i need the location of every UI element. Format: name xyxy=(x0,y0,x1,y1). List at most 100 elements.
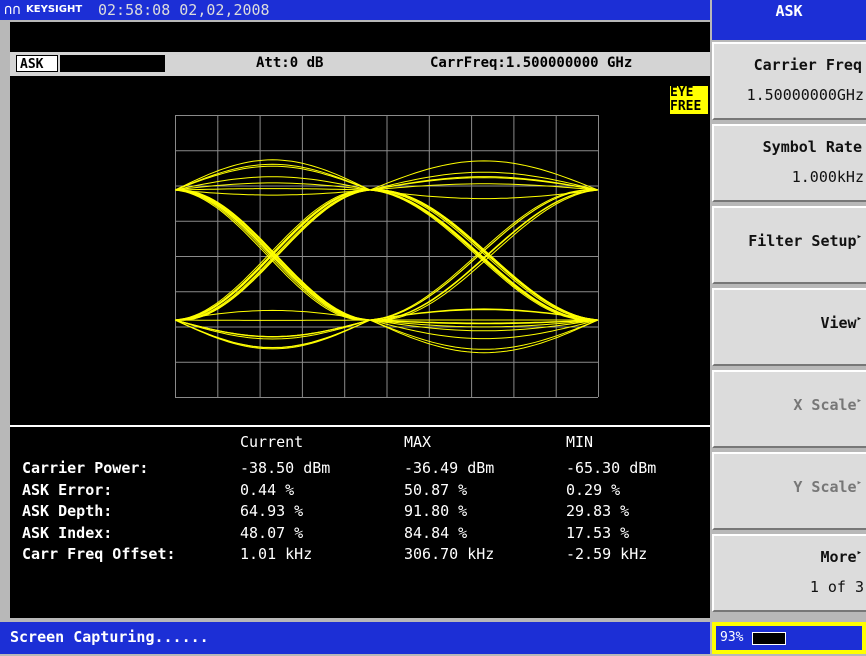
softkey[interactable]: Symbol Rate 1.000kHz xyxy=(712,124,866,202)
cell: -36.49 dBm xyxy=(404,459,495,477)
mode-blank xyxy=(60,55,165,72)
mode-box: ASK xyxy=(16,55,58,72)
eye-trace xyxy=(369,189,599,321)
eye-trace xyxy=(369,189,599,321)
eye-trace xyxy=(369,319,599,332)
softkey-label: X Scale▸ xyxy=(793,396,862,414)
eye-trace xyxy=(369,189,599,321)
softkey-text: More xyxy=(820,548,857,566)
eye-trace xyxy=(369,189,599,321)
eye-trace xyxy=(175,319,371,350)
eye-trace xyxy=(369,189,599,321)
brand: KEYSIGHT xyxy=(26,4,83,15)
submenu-arrow: ▸ xyxy=(856,396,862,406)
softkey-label: Y Scale▸ xyxy=(793,478,862,496)
softkey-label: More▸ xyxy=(820,548,862,566)
softkey-text: Carrier Freq xyxy=(753,56,862,74)
cell: 50.87 % xyxy=(404,480,468,499)
softkey-value: 1.000kHz xyxy=(791,168,864,186)
eye-trace xyxy=(369,319,599,328)
cell: -65.30 dBm xyxy=(566,459,657,477)
column-header: MIN xyxy=(566,433,594,451)
eye-trace xyxy=(369,189,599,321)
cell: 306.70 kHz xyxy=(404,545,495,563)
softkey[interactable]: Y Scale▸ xyxy=(712,452,866,530)
softkey-value: 1.50000000GHz xyxy=(746,86,864,104)
footer-message: Screen Capturing...... xyxy=(10,628,209,646)
eye-trace xyxy=(175,309,371,321)
softkey[interactable]: Filter Setup▸ xyxy=(712,206,866,284)
softkey-value: 1 of 3 xyxy=(809,578,864,596)
eye-trace xyxy=(369,319,599,340)
eye-trace xyxy=(369,189,599,200)
cell: -2.59 kHz xyxy=(566,545,648,563)
eye-diagram xyxy=(175,115,599,398)
submenu-arrow: ▸ xyxy=(856,314,862,324)
eye-trace xyxy=(175,319,371,349)
cell: 17.53 % xyxy=(566,523,630,542)
footer-bar: Screen Capturing...... xyxy=(0,622,710,654)
cell: 84.84 % xyxy=(404,523,468,542)
eye-trace xyxy=(369,189,599,321)
eye-trace xyxy=(369,189,599,321)
carrier-freq: CarrFreq:1.500000000 GHz xyxy=(430,55,633,71)
eye-trace xyxy=(369,189,599,321)
eye-trace xyxy=(175,189,371,321)
softkey-label: Symbol Rate xyxy=(763,138,862,156)
eye-trace xyxy=(369,189,599,321)
eye-indicator: EYE FREE xyxy=(670,86,708,114)
eye-trace xyxy=(369,189,599,321)
eye-trace xyxy=(175,319,371,340)
softkey[interactable]: Carrier Freq 1.50000000GHz xyxy=(712,42,866,120)
softkey-label: View▸ xyxy=(820,314,862,332)
eye-trace xyxy=(175,319,371,349)
column-header: Current xyxy=(240,433,304,451)
softkey-text: X Scale xyxy=(793,396,857,414)
eye-trace xyxy=(369,189,598,321)
softkey[interactable]: More▸ 1 of 3 xyxy=(712,534,866,612)
eye-trace xyxy=(175,176,371,191)
softkey-label: Carrier Freq xyxy=(754,56,862,74)
status-band: ASK Att:0 dB CarrFreq:1.500000000 GHz xyxy=(10,52,710,76)
eye-trace xyxy=(175,189,371,321)
eye-trace xyxy=(175,319,371,337)
eye-trace xyxy=(369,189,599,321)
softkey[interactable]: View▸ xyxy=(712,288,866,366)
cell: 64.93 % xyxy=(240,502,304,520)
eye-trace xyxy=(175,189,371,321)
cell: 0.29 % xyxy=(566,480,621,499)
eye-trace xyxy=(175,189,371,321)
softkey-text: Filter Setup xyxy=(748,232,857,250)
eye-trace xyxy=(175,189,371,321)
eye-trace xyxy=(370,189,599,321)
submenu-arrow: ▸ xyxy=(856,232,862,242)
row-label: Carrier Power: xyxy=(22,459,149,477)
cell: 0.44 % xyxy=(240,480,295,499)
eye-trace xyxy=(369,160,599,191)
battery-bar: 93% xyxy=(716,626,862,650)
softkey[interactable]: X Scale▸ xyxy=(712,370,866,448)
row-label: ASK Index: xyxy=(22,523,113,542)
divider xyxy=(10,425,710,427)
eye-trace xyxy=(175,159,371,191)
battery-panel: 93% xyxy=(712,622,866,654)
battery-level: 93% xyxy=(720,630,744,645)
measurement-table: Current MAX MIN Carrier Power: -38.50 dBm -36… xyxy=(10,427,710,617)
cell: 1.01 kHz xyxy=(240,545,313,563)
indicator-text: FREE xyxy=(670,99,702,114)
datetime: 02:58:08 02,02,2008 xyxy=(98,1,270,19)
row-label: ASK Error: xyxy=(22,480,113,499)
attenuation: Att:0 dB xyxy=(256,55,324,71)
softkey-text: View xyxy=(820,314,857,332)
eye-trace xyxy=(369,189,599,321)
row-label: ASK Depth: xyxy=(22,502,113,520)
indicator-text: EYE xyxy=(670,85,694,100)
battery-icon xyxy=(752,632,786,645)
softkey-text: Y Scale xyxy=(793,478,857,496)
eye-trace xyxy=(369,319,599,324)
submenu-arrow: ▸ xyxy=(856,478,862,488)
cell: 29.83 % xyxy=(566,502,630,520)
eye-trace xyxy=(369,177,599,191)
row-label: Carr Freq Offset: xyxy=(22,545,176,563)
